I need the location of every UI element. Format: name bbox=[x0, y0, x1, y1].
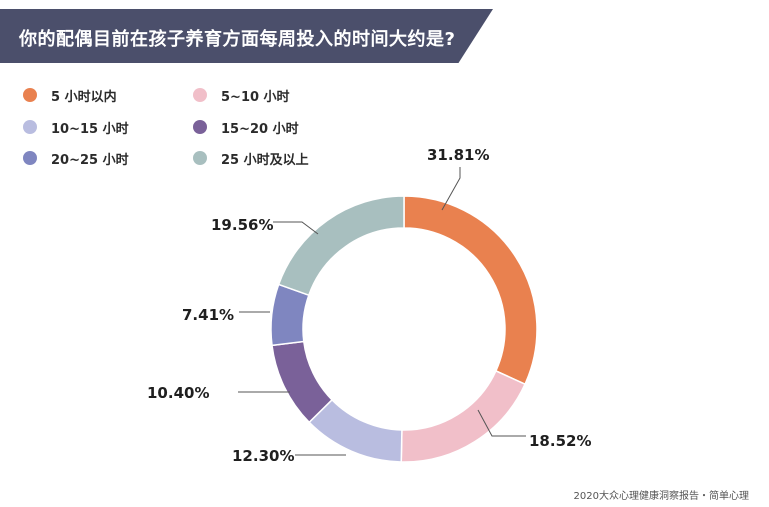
data-label-2: 12.30% bbox=[232, 447, 294, 465]
donut-slice-5 bbox=[277, 195, 405, 297]
title-bar bbox=[0, 9, 493, 63]
legend-item-0: 5 小时以内 bbox=[23, 85, 117, 105]
data-label-1: 18.52% bbox=[529, 432, 591, 450]
legend-item-3: 15~20 小时 bbox=[193, 117, 299, 137]
data-label-0: 31.81% bbox=[427, 146, 489, 164]
chart-title: 你的配偶目前在孩子养育方面每周投入的时间大约是? bbox=[19, 29, 456, 50]
footer-source: 2020大众心理健康洞察报告・简单心理 bbox=[573, 491, 749, 502]
legend-swatch-5 bbox=[193, 151, 207, 165]
legend-swatch-2 bbox=[23, 120, 37, 134]
legend: 5 小时以内 5~10 小时 10~15 小时 15~20 小时 20~25 小… bbox=[0, 0, 769, 200]
legend-label-0: 5 小时以内 bbox=[51, 89, 117, 105]
data-label-4: 7.41% bbox=[182, 306, 234, 324]
leader-line-0 bbox=[441, 167, 461, 211]
leader-line-5 bbox=[273, 221, 319, 235]
data-label-3: 10.40% bbox=[147, 384, 209, 402]
donut-slice-1 bbox=[400, 369, 527, 463]
legend-swatch-3 bbox=[193, 120, 207, 134]
legend-label-5: 25 小时及以上 bbox=[221, 152, 309, 168]
legend-swatch-0 bbox=[23, 88, 37, 102]
data-label-5: 19.56% bbox=[211, 216, 273, 234]
legend-label-2: 10~15 小时 bbox=[51, 121, 129, 137]
legend-item-5: 25 小时及以上 bbox=[193, 148, 309, 168]
legend-item-2: 10~15 小时 bbox=[23, 117, 129, 137]
legend-swatch-1 bbox=[193, 88, 207, 102]
legend-label-3: 15~20 小时 bbox=[221, 121, 299, 137]
leader-line-1 bbox=[477, 409, 526, 437]
legend-swatch-4 bbox=[23, 151, 37, 165]
legend-item-4: 20~25 小时 bbox=[23, 148, 129, 168]
legend-label-4: 20~25 小时 bbox=[51, 152, 129, 168]
legend-label-1: 5~10 小时 bbox=[221, 89, 290, 105]
donut-slice-0 bbox=[403, 195, 538, 386]
legend-item-1: 5~10 小时 bbox=[193, 85, 290, 105]
